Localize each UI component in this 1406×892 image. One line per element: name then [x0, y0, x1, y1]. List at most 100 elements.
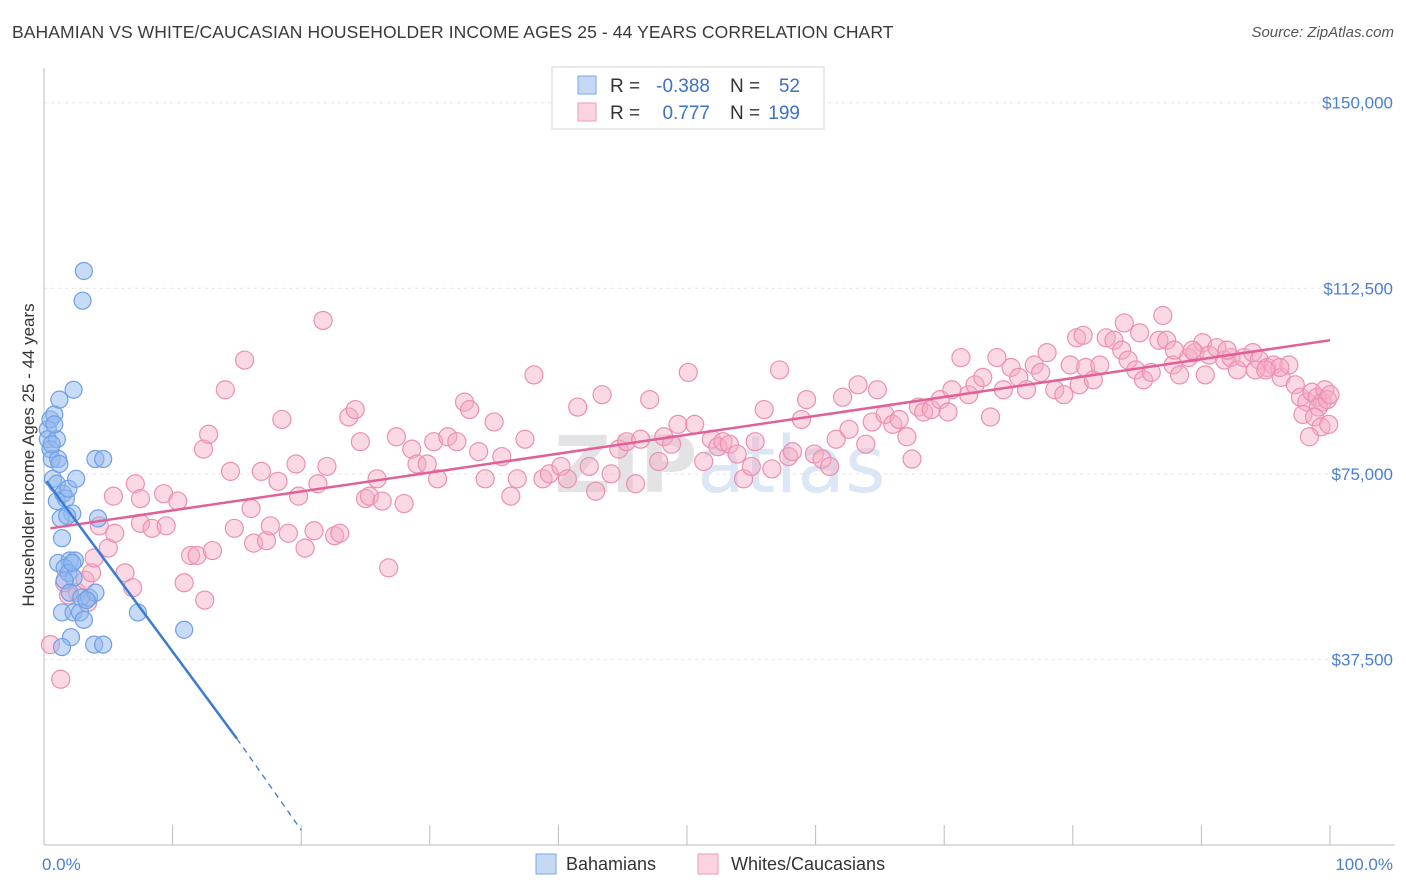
- series-legend: Bahamians Whites/Caucasians: [535, 853, 885, 875]
- point-whites-155: [1104, 330, 1124, 350]
- bottom-legend-label-bahamians: Bahamians: [566, 854, 656, 874]
- legend-swatch-whites: [577, 102, 597, 122]
- point-whites-33: [241, 498, 261, 519]
- point-whites-80: [557, 469, 578, 489]
- point-bahamians-45: [94, 449, 113, 469]
- point-whites-35: [251, 461, 271, 481]
- x-tick-label-0: 0.0%: [42, 855, 81, 874]
- point-bahamians-11: [50, 390, 69, 409]
- point-whites-201: [1320, 385, 1340, 405]
- point-whites-70: [475, 469, 495, 489]
- point-whites-122: [867, 380, 887, 400]
- point-whites-39: [272, 409, 292, 430]
- point-whites-167: [1193, 333, 1213, 353]
- point-whites-24: [187, 545, 207, 566]
- point-whites-146: [1037, 343, 1057, 363]
- point-whites-145: [1031, 362, 1051, 383]
- x-tick-label-1: 100.0%: [1335, 855, 1393, 874]
- point-whites-71: [484, 412, 504, 432]
- point-whites-18: [130, 489, 151, 509]
- point-whites-188: [1317, 390, 1338, 410]
- point-whites-112: [796, 390, 817, 410]
- point-whites-65: [438, 427, 458, 447]
- point-whites-81: [568, 397, 588, 417]
- correlation-legend: R = -0.388 N = 52 R = 0.777 N = 199: [551, 66, 825, 130]
- point-whites-64: [427, 469, 448, 489]
- point-whites-110: [782, 442, 803, 462]
- point-whites-136: [965, 375, 985, 395]
- point-whites-104: [741, 456, 761, 477]
- point-whites-20: [156, 516, 176, 536]
- point-bahamians-16: [67, 469, 86, 488]
- point-whites-139: [987, 347, 1007, 368]
- trend-line-bahamians-extension: [236, 738, 302, 831]
- point-whites-114: [812, 449, 832, 469]
- point-bahamians-43: [175, 620, 194, 639]
- legend-r-value-1: -0.388: [656, 76, 710, 97]
- point-whites-25: [193, 439, 214, 459]
- point-bahamians-20: [52, 529, 72, 548]
- point-whites-193: [1130, 323, 1150, 343]
- point-whites-31: [215, 380, 235, 400]
- y-axis-title: Householder Income Ages 25 - 44 years: [19, 303, 38, 606]
- point-whites-13: [115, 563, 135, 583]
- point-whites-102: [727, 444, 747, 464]
- x-tick-labels: 0.0% 100.0%: [42, 855, 1393, 874]
- y-tick-label-0: $37,500: [1332, 650, 1393, 669]
- point-whites-196: [1293, 404, 1313, 425]
- point-whites-138: [980, 407, 1001, 427]
- point-whites-106: [754, 399, 774, 420]
- series-bahamians-points: [38, 261, 194, 657]
- point-whites-12: [103, 486, 124, 506]
- trend-line-whites: [50, 339, 1331, 530]
- point-whites-156: [1112, 340, 1132, 360]
- point-whites-28: [202, 540, 223, 561]
- point-whites-120: [856, 434, 876, 454]
- point-whites-78: [539, 464, 559, 484]
- point-whites-162: [1157, 330, 1177, 350]
- legend-r-value-2: 0.777: [662, 103, 710, 124]
- point-whites-77: [533, 469, 553, 489]
- point-whites-134: [951, 347, 971, 368]
- point-bahamians-28: [63, 553, 82, 573]
- legend-swatch-bahamians: [577, 75, 597, 95]
- point-whites-61: [407, 454, 427, 474]
- legend-r-label-1: R =: [610, 76, 640, 97]
- bottom-legend-label-whites: Whites/Caucasians: [731, 854, 885, 874]
- point-whites-68: [460, 399, 480, 420]
- point-whites-150: [1069, 375, 1089, 395]
- y-tick-label-2: $112,500: [1323, 279, 1393, 298]
- point-whites-101: [719, 434, 740, 454]
- point-whites-126: [897, 427, 917, 447]
- bottom-legend-swatch-bahamians: [535, 853, 557, 875]
- point-whites-199: [1299, 427, 1320, 447]
- point-whites-52: [350, 432, 370, 452]
- point-bahamians-47: [74, 261, 93, 281]
- point-whites-51: [345, 399, 365, 420]
- point-whites-1: [51, 669, 71, 689]
- gridlines: [44, 102, 1395, 660]
- point-whites-59: [394, 493, 414, 514]
- point-whites-119: [848, 375, 868, 395]
- point-whites-40: [278, 523, 298, 543]
- point-whites-27: [195, 590, 215, 610]
- point-whites-32: [235, 350, 255, 370]
- source-label: Source: ZipAtlas.com: [1251, 24, 1394, 41]
- point-whites-21: [168, 491, 188, 511]
- point-whites-166: [1185, 343, 1205, 363]
- point-whites-195: [1270, 357, 1290, 378]
- point-whites-132: [938, 402, 958, 422]
- point-whites-94: [668, 414, 688, 434]
- point-whites-180: [1285, 375, 1305, 395]
- point-whites-125: [889, 409, 909, 430]
- point-whites-127: [902, 449, 922, 469]
- point-whites-194: [1245, 360, 1266, 380]
- chart-title: BAHAMIAN VS WHITE/CAUCASIAN HOUSEHOLDER …: [12, 22, 894, 42]
- point-whites-7: [81, 563, 102, 583]
- point-whites-108: [769, 360, 790, 380]
- point-whites-54: [359, 486, 379, 506]
- point-whites-17: [142, 518, 162, 538]
- legend-r-label-2: R =: [610, 103, 640, 124]
- point-whites-116: [826, 429, 846, 449]
